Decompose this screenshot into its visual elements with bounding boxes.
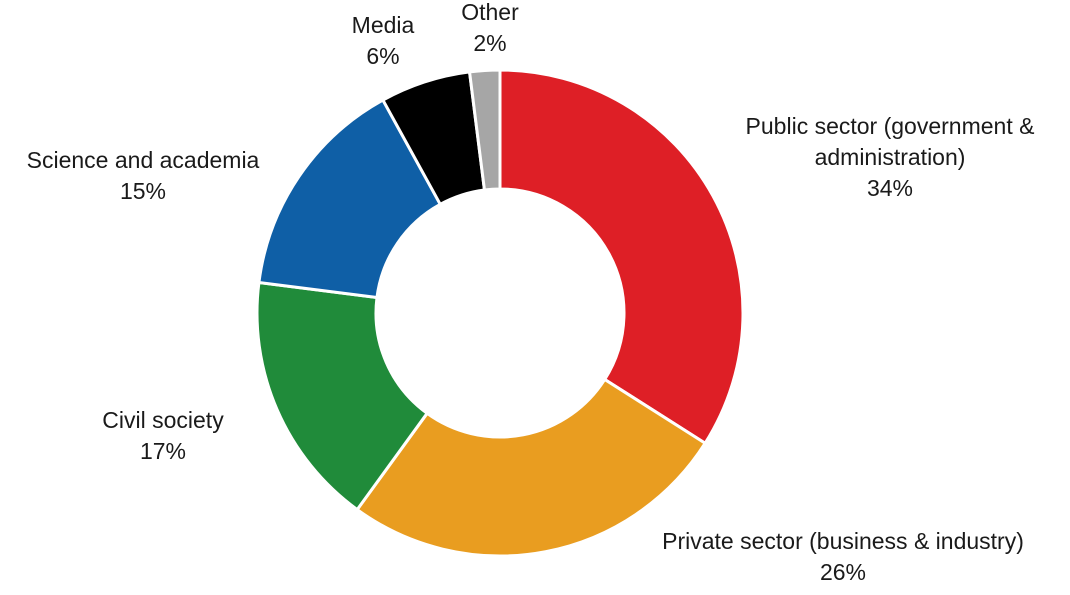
slice-label-4: Media 6% <box>352 12 415 69</box>
slice-label-line: Science and academia <box>27 147 260 173</box>
slice-value-label: 2% <box>473 30 506 56</box>
slice-2 <box>255 281 429 512</box>
slice-value-label: 17% <box>140 438 186 464</box>
slice-0 <box>498 68 745 445</box>
slice-label-2: Civil society 17% <box>102 407 224 464</box>
slice-label-line: Media <box>352 12 415 38</box>
slice-5 <box>468 68 502 192</box>
slice-label-1: Private sector (business & industry) 26% <box>662 528 1024 585</box>
slice-3 <box>257 98 442 299</box>
slice-value-label: 34% <box>867 175 913 201</box>
slices-group <box>255 68 745 558</box>
labels-group: Public sector (government & administratio… <box>27 0 1035 585</box>
slice-label-line: Public sector (government & <box>746 113 1035 139</box>
slice-label-line: Other <box>461 0 519 25</box>
slice-label-5: Other 2% <box>461 0 519 56</box>
slice-label-3: Science and academia 15% <box>27 147 260 204</box>
slice-label-0: Public sector (government & administratio… <box>746 113 1035 201</box>
slice-value-label: 6% <box>366 43 399 69</box>
slice-value-label: 26% <box>820 559 866 585</box>
slice-label-line: Private sector (business & industry) <box>662 528 1024 554</box>
slice-value-label: 15% <box>120 178 166 204</box>
slice-label-line: Civil society <box>102 407 224 433</box>
slice-label-line: administration) <box>815 144 966 170</box>
slice-1 <box>355 377 707 558</box>
